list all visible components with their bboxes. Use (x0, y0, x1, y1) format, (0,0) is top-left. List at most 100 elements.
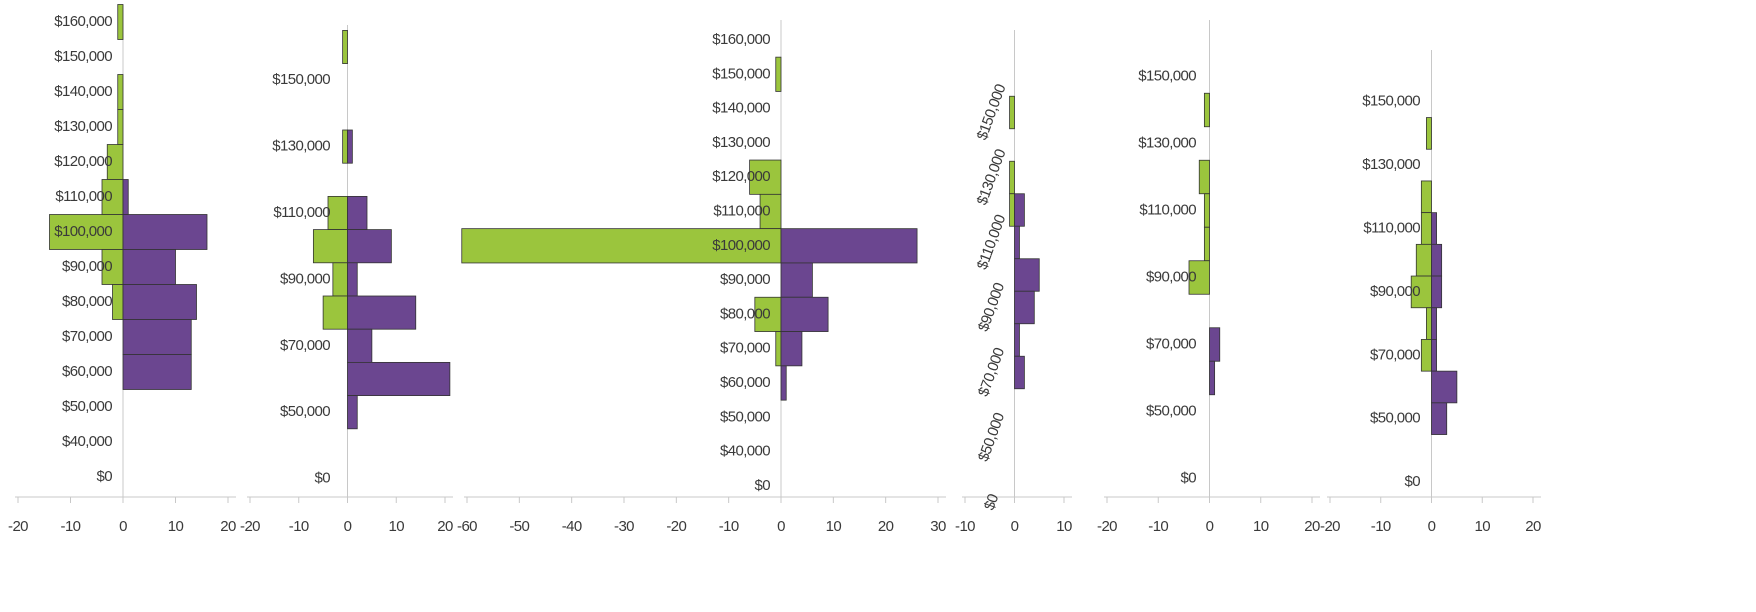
bar (775, 56, 782, 92)
y-tick-label: $130,000 (1138, 134, 1196, 151)
bar (347, 295, 417, 330)
y-tick-label: $90,000 (1370, 283, 1420, 300)
bar (1198, 159, 1210, 195)
bar (780, 365, 787, 401)
y-tick-label: $160,000 (54, 13, 112, 30)
bar (322, 295, 348, 330)
y-tick-label: $50,000 (62, 398, 112, 415)
y-tick-label: $50,000 (1146, 402, 1196, 419)
y-tick-label: $50,000 (1370, 410, 1420, 427)
bar (122, 214, 208, 250)
y-tick-label: $120,000 (712, 168, 770, 185)
bar (1014, 355, 1025, 390)
bar (122, 284, 197, 320)
x-tick-label: 0 (344, 518, 352, 535)
y-tick-label: $130,000 (54, 118, 112, 135)
bar (122, 249, 176, 285)
y-tick-label: $0 (981, 492, 1002, 513)
y-tick-label: $140,000 (54, 83, 112, 100)
bar (1209, 327, 1221, 362)
y-tick-label: $40,000 (62, 433, 112, 450)
bar (342, 29, 348, 65)
y-tick-label: $90,000 (720, 271, 770, 288)
bar (332, 262, 348, 297)
bar (461, 228, 782, 264)
bar (1431, 339, 1437, 372)
y-tick-label: $70,000 (62, 328, 112, 345)
bar (342, 129, 348, 164)
y-tick-label: $130,000 (1362, 156, 1420, 173)
bar (1415, 243, 1432, 277)
bar (122, 319, 192, 355)
bar (1203, 92, 1210, 128)
bar (347, 328, 373, 363)
x-tick-label: 10 (826, 518, 842, 535)
bar (1431, 307, 1437, 340)
y-tick-label: $150,000 (974, 82, 1010, 142)
x-tick-label: -10 (1148, 518, 1168, 535)
x-tick-label: 0 (777, 518, 785, 535)
y-tick-label: $0 (97, 468, 113, 485)
y-tick-label: $110,000 (713, 202, 770, 219)
x-tick-label: 20 (878, 518, 894, 535)
bar (327, 195, 348, 230)
y-tick-label: $0 (315, 470, 331, 487)
x-tick-label: 20 (437, 518, 453, 535)
bar (347, 195, 368, 230)
y-tick-label: $80,000 (720, 305, 770, 322)
y-tick-label: $90,000 (1146, 268, 1196, 285)
x-tick-label: 20 (1525, 518, 1541, 535)
y-tick-label: $80,000 (62, 293, 112, 310)
bar (780, 331, 803, 367)
bar (1014, 290, 1035, 325)
x-tick-label: -10 (719, 518, 739, 535)
y-tick-label: $150,000 (272, 71, 330, 88)
x-tick-label: 10 (1253, 518, 1269, 535)
y-tick-label: $110,000 (1139, 201, 1196, 218)
x-tick-label: 10 (1056, 518, 1072, 535)
y-tick-label: $50,000 (720, 408, 770, 425)
bar (122, 354, 192, 390)
y-tick-label: $70,000 (1146, 335, 1196, 352)
x-tick-label: -10 (1371, 518, 1391, 535)
x-tick-label: 10 (1475, 518, 1491, 535)
bar (1431, 212, 1437, 245)
bar (117, 109, 124, 145)
y-tick-label: $40,000 (720, 443, 770, 460)
y-tick-label: $130,000 (712, 134, 770, 151)
y-tick-label: $150,000 (1138, 67, 1196, 84)
bar (1431, 243, 1443, 277)
bar (1009, 95, 1015, 130)
y-tick-label: $110,000 (974, 213, 1009, 272)
y-tick-label: $60,000 (62, 363, 112, 380)
bar (1014, 225, 1020, 260)
bar (1014, 323, 1020, 357)
y-tick-label: $160,000 (712, 31, 770, 48)
y-tick-label: $140,000 (712, 100, 770, 117)
bar (1420, 212, 1432, 245)
bar (1426, 117, 1432, 150)
y-tick-label: $70,000 (1370, 346, 1420, 363)
bar (112, 284, 124, 320)
x-tick-label: 20 (1304, 518, 1320, 535)
bar (1014, 258, 1040, 292)
bar (1426, 307, 1432, 340)
bar (754, 296, 782, 332)
x-tick-label: -10 (61, 518, 81, 535)
bar (347, 395, 358, 430)
bar (1209, 360, 1216, 396)
y-tick-label: $70,000 (975, 346, 1008, 399)
y-tick-label: $150,000 (712, 65, 770, 82)
y-tick-label: $0 (1181, 469, 1197, 486)
bar (312, 229, 348, 264)
x-tick-label: -10 (289, 518, 309, 535)
y-tick-label: $50,000 (280, 403, 330, 420)
y-tick-label: $150,000 (1362, 93, 1420, 110)
bar (1203, 226, 1210, 262)
x-tick-label: -20 (240, 518, 260, 535)
y-tick-label: $0 (1405, 473, 1421, 490)
y-tick-label: $0 (755, 477, 771, 494)
y-tick-label: $90,000 (280, 270, 330, 287)
